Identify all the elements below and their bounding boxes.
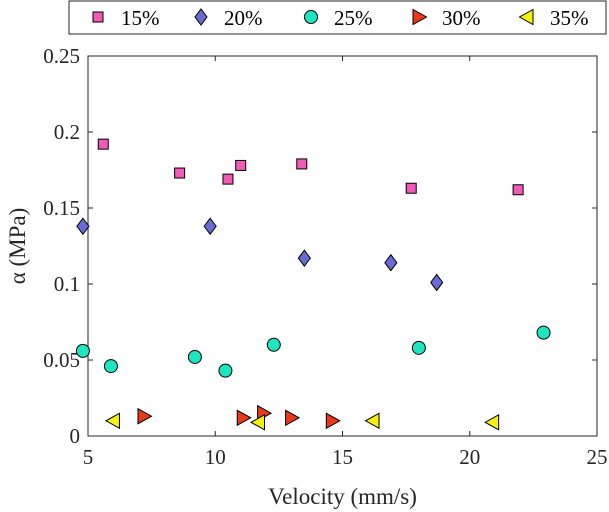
data-point <box>236 409 252 427</box>
data-point <box>364 412 380 430</box>
data-point <box>297 249 311 267</box>
data-point <box>235 159 247 171</box>
legend-label: 15% <box>121 6 160 30</box>
y-tick-label: 0.25 <box>43 44 80 68</box>
series-2 <box>75 325 551 378</box>
y-tick-label: 0.05 <box>43 348 80 372</box>
series-4 <box>104 412 500 431</box>
legend-marker <box>518 8 534 26</box>
y-tick-label: 0 <box>70 424 81 448</box>
y-tick-label: 0.1 <box>54 272 80 296</box>
legend-label: 30% <box>442 6 481 30</box>
legend-marker <box>304 10 318 24</box>
data-point <box>137 407 153 425</box>
axis-ticks: 5 10 15 20 25 0 0.05 0.1 0.15 0.2 0.25 <box>43 44 607 469</box>
data-point <box>75 343 90 358</box>
data-point <box>266 337 281 352</box>
x-tick-label: 15 <box>332 445 353 469</box>
legend-box <box>68 0 607 35</box>
data-point <box>187 349 202 364</box>
x-axis-label: Velocity (mm/s) <box>268 484 417 509</box>
y-tick-label: 0.15 <box>43 196 80 220</box>
legend-label: 25% <box>334 6 373 30</box>
data-point <box>218 363 233 378</box>
data-point <box>174 167 186 179</box>
y-tick-label: 0.2 <box>54 120 80 144</box>
x-tick-label: 20 <box>459 445 480 469</box>
series-3 <box>137 404 341 430</box>
legend-marker <box>92 11 104 23</box>
data-point <box>384 253 398 272</box>
data-point <box>203 217 217 236</box>
x-tick-label: 5 <box>83 445 94 469</box>
data-point <box>430 273 444 292</box>
legend-label: 35% <box>550 6 589 30</box>
data-point <box>285 409 301 427</box>
legend: 15% 20% 25% 30% 35% <box>68 0 607 35</box>
x-tick-label: 10 <box>205 445 226 469</box>
data-point <box>249 413 266 431</box>
legend-marker <box>194 8 208 26</box>
data-point <box>97 138 109 150</box>
series-0 <box>97 138 524 196</box>
data-point <box>536 325 551 340</box>
y-axis-label: α (MPa) <box>5 208 30 285</box>
data-point <box>325 412 341 430</box>
data-point <box>411 340 426 355</box>
data-point <box>484 413 500 431</box>
series-1 <box>76 217 444 292</box>
data-point <box>104 412 120 430</box>
data-point <box>76 217 90 236</box>
legend-marker <box>412 8 428 26</box>
data-point <box>222 173 234 185</box>
data-point <box>296 158 308 170</box>
legend-label: 20% <box>224 6 263 30</box>
data-point <box>405 182 417 194</box>
data-points <box>75 138 551 431</box>
plot-area <box>87 55 598 437</box>
x-tick-label: 25 <box>587 445 608 469</box>
data-point <box>512 184 524 196</box>
data-point <box>103 359 118 374</box>
